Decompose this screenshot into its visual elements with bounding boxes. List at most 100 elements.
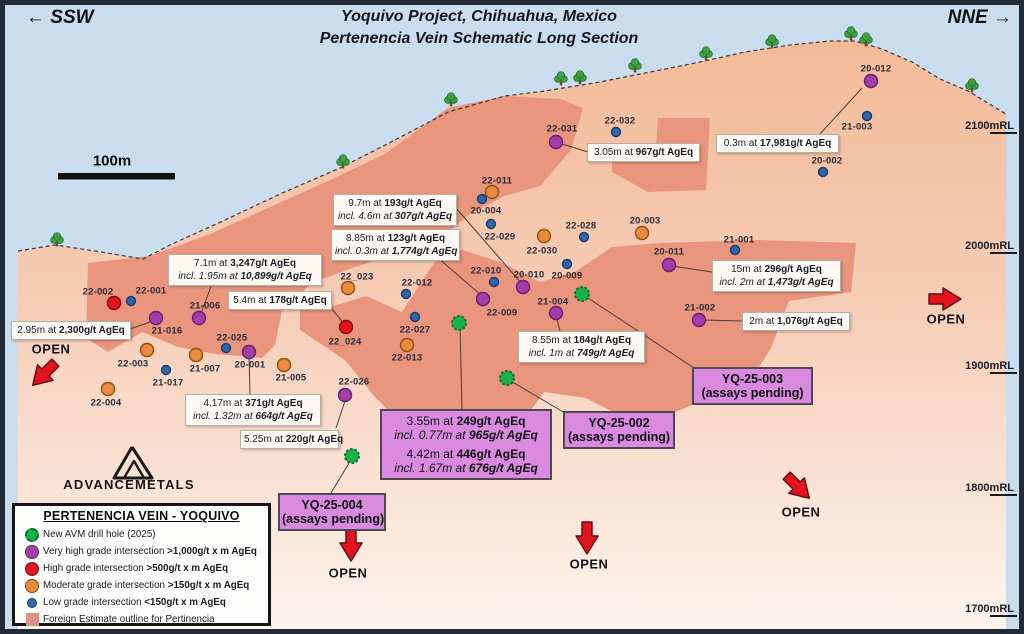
grade-annotation: 3.05m at 967g/t AgEq: [587, 143, 700, 162]
red-marker: [25, 561, 39, 576]
legend-marker-purple-icon: [21, 544, 43, 559]
drill-hole-dot-22-031: [548, 134, 564, 150]
grade-annotation: 2m at 1,076g/t AgEq: [742, 312, 850, 331]
grade-annotation-line: incl. 0.3m at 1,774g/t AgEq: [335, 245, 458, 258]
elevation-label: 1900mRL: [965, 360, 1014, 372]
grade-text: 7.1m at: [194, 258, 231, 269]
drill-hole-label-22-001: 22-001: [135, 285, 167, 297]
drill-hole-dot-21-004: [548, 305, 564, 321]
tree-icon: [765, 34, 779, 49]
drill-hole-label-20-004: 20-004: [470, 205, 502, 217]
legend-marker-blue-icon: [21, 597, 43, 608]
legend-item-label: Very high grade intersection >1,000g/t x…: [43, 546, 257, 557]
grade-value: 220g/t AgEq: [285, 434, 344, 445]
grade-text: 2.95m at: [17, 325, 59, 336]
grade-text: incl. 1.67m at: [394, 461, 469, 475]
grade-text: 2m at: [749, 316, 778, 327]
drill-hole-label-21-004: 21-004: [537, 296, 569, 308]
direction-nne: NNE →: [948, 7, 1012, 29]
legend-item: New AVM drill hole (2025): [21, 526, 262, 543]
grade-annotation-line: 5.4m at 178g/t AgEq: [232, 294, 328, 307]
grade-text: incl. 1m at: [528, 348, 577, 359]
grade-value: 123g/t AgEq: [387, 233, 446, 244]
grade-value: (assays pending): [282, 512, 385, 526]
tree-icon: [50, 232, 64, 247]
legend-items: New AVM drill hole (2025) Very high grade…: [21, 526, 262, 628]
grade-annotation-line: incl. 1m at 749g/t AgEq: [522, 347, 641, 360]
pending-assay-box-yq-25-002: YQ-25-002 (assays pending): [563, 411, 675, 449]
grade-annotation-line: 7.1m at 3,247g/t AgEq: [172, 257, 318, 270]
grade-value: 307g/t AgEq: [394, 211, 453, 222]
ssw-label: SSW: [50, 7, 94, 28]
grade-text: 4.17m at: [203, 398, 246, 409]
drill-hole-label-21-005: 21-005: [275, 372, 307, 384]
grade-text: incl. 0.77m at: [394, 428, 469, 442]
grade-value: 676g/t AgEq: [468, 461, 538, 475]
tree-icon: [444, 92, 458, 107]
grade-value: 371g/t AgEq: [245, 398, 303, 409]
grade-text: 3.55m at: [406, 414, 457, 428]
scale-bar-label: 100m: [92, 152, 132, 170]
drill-hole-label-22-003: 22-003: [117, 358, 149, 370]
drill-hole-dot-22_023: [340, 280, 356, 296]
grade-highlight-box-line: 3.55m at 249g/t AgEq: [384, 414, 548, 428]
grade-value: 3,247g/t AgEq: [230, 258, 296, 269]
drill-hole-label-21-003: 21-003: [841, 121, 873, 133]
drill-hole-label-22-030: 22-030: [526, 245, 558, 257]
open-arrow-icon: [928, 287, 962, 311]
grade-text: 5.25m at: [244, 434, 286, 445]
drill-hole-dot-20-001: [241, 344, 257, 360]
drill-hole-label-22-010: 22-010: [470, 265, 502, 277]
drill-hole-dot-22-032: [610, 126, 622, 138]
grade-annotation: 9.7m at 193g/t AgEq incl. 4.6m at 307g/t …: [333, 194, 457, 226]
drill-hole-dot-22_024: [338, 319, 354, 335]
leader-line: [702, 319, 743, 322]
grade-annotation: 8.55m at 184g/t AgEq incl. 1m at 749g/t A…: [518, 331, 645, 363]
grade-annotation-line: 15m at 296g/t AgEq: [716, 263, 837, 276]
open-label: OPEN: [328, 565, 368, 581]
grade-value: 664g/t AgEq: [255, 411, 313, 422]
green-marker: [25, 527, 39, 542]
pink-square-marker: [25, 613, 39, 626]
legend-marker-pink-square-icon: [21, 613, 43, 626]
legend-item-label: High grade intersection >500g/t x m AgEq: [43, 563, 229, 574]
grade-value: 965g/t AgEq: [468, 428, 538, 442]
grade-value: (assays pending): [701, 386, 804, 400]
grade-annotation: 2.95m at 2,300g/t AgEq: [11, 321, 131, 340]
title-line-1: Yoquivo Project, Chihuahua, Mexico: [341, 8, 617, 25]
drill-hole-dot-22-012: [400, 288, 412, 300]
drill-hole-dot-20-003: [634, 225, 650, 241]
grade-text: 4.42m at: [406, 447, 457, 461]
tree-icon: [965, 78, 979, 93]
legend-item: Very high grade intersection >1,000g/t x…: [21, 543, 262, 560]
open-label: OPEN: [31, 341, 71, 357]
drill-hole-label-22-028: 22-028: [565, 220, 597, 232]
pending-assay-box-yq-25-002-line: YQ-25-002: [567, 416, 671, 430]
grade-value: 1,774g/t AgEq: [391, 246, 458, 257]
grade-text: incl. 1.32m at: [193, 411, 256, 422]
drill-hole-label-22-027: 22-027: [399, 324, 431, 336]
company-name: ADVANCEMETALS: [63, 477, 195, 492]
leader-line: [459, 324, 463, 410]
drill-hole-dot-22-029: [485, 218, 497, 230]
drill-hole-dot-22-027: [409, 311, 421, 323]
drill-hole-label-20-012: 20-012: [860, 63, 892, 75]
tree-icon: [844, 26, 858, 41]
grade-text: 15m at: [731, 264, 765, 275]
grade-value: 10,899g/t AgEq: [240, 271, 312, 282]
drill-hole-label-21-001: 21-001: [723, 234, 755, 246]
drill-hole-dot-20-002: [817, 166, 829, 178]
grade-annotation: 7.1m at 3,247g/t AgEq incl. 1.95m at 10,8…: [168, 254, 322, 286]
drill-hole-label-22-025: 22-025: [216, 332, 248, 344]
grade-value: 446g/t AgEq: [456, 447, 526, 461]
pending-assay-box-yq-25-003: YQ-25-003 (assays pending): [692, 367, 813, 405]
grade-value: 1,076g/t AgEq: [777, 316, 843, 327]
open-arrow-icon: [31, 358, 60, 387]
tree-icon: [554, 71, 568, 86]
drill-hole-label-21-002: 21-002: [684, 302, 716, 314]
grade-annotation-line: 8.55m at 184g/t AgEq: [522, 334, 641, 347]
grade-value: 749g/t AgEq: [576, 348, 635, 359]
leader-line: [330, 457, 353, 494]
pending-assay-box-yq-25-004-line: (assays pending): [282, 512, 385, 526]
